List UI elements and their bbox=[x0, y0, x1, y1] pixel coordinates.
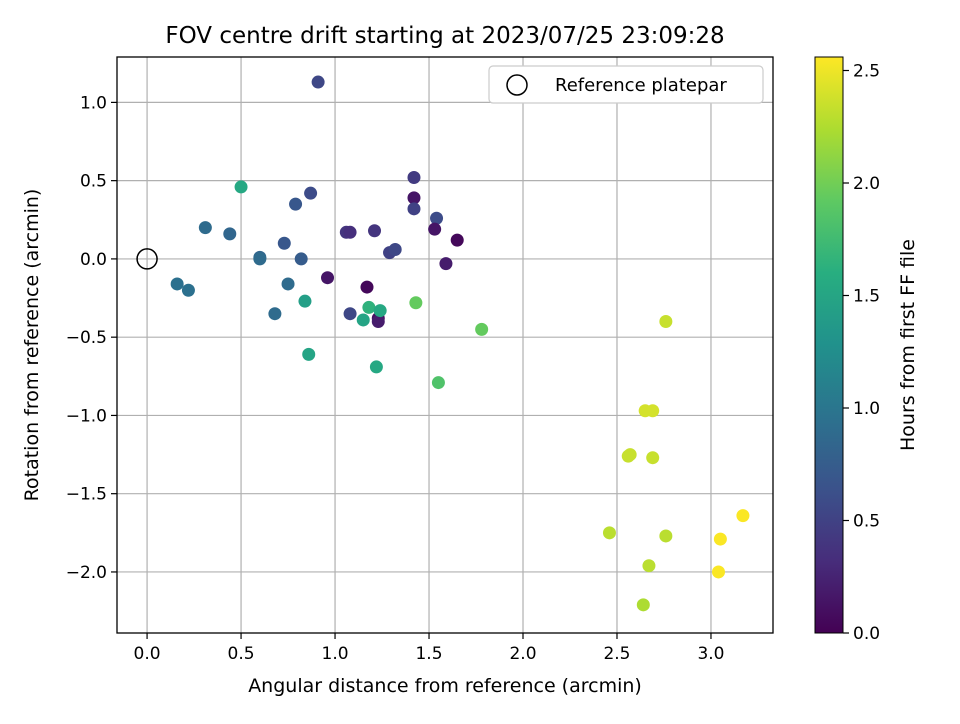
data-point bbox=[368, 224, 382, 238]
colorbar-tick-label: 1.5 bbox=[853, 287, 880, 307]
legend: Reference platepar bbox=[488, 65, 764, 104]
data-point bbox=[407, 191, 421, 205]
data-point bbox=[268, 307, 282, 321]
data-point bbox=[388, 243, 402, 257]
x-tick-label: 0.0 bbox=[134, 644, 161, 664]
data-point bbox=[659, 315, 673, 329]
data-point bbox=[475, 322, 489, 336]
data-point bbox=[294, 252, 308, 266]
legend-box bbox=[488, 65, 764, 104]
data-point bbox=[369, 360, 383, 374]
data-point bbox=[253, 252, 267, 266]
y-tick-label: 1.0 bbox=[80, 93, 107, 113]
colorbar-tick-label: 2.5 bbox=[853, 62, 880, 82]
data-point bbox=[431, 376, 445, 390]
x-axis-label: Angular distance from reference (arcmin) bbox=[248, 675, 642, 697]
x-tick-label: 2.5 bbox=[603, 644, 630, 664]
data-point bbox=[409, 296, 423, 310]
data-point bbox=[170, 277, 184, 291]
y-tick-label: −0.5 bbox=[66, 328, 107, 348]
data-point bbox=[311, 75, 325, 89]
data-points bbox=[170, 75, 750, 612]
y-tick-label: 0.0 bbox=[80, 250, 107, 270]
data-point bbox=[407, 171, 421, 185]
colorbar: 0.0 0.5 1.0 1.5 2.0 2.5 Hours from first FF f… bbox=[814, 56, 919, 644]
data-point bbox=[439, 257, 453, 271]
reference-layer bbox=[136, 248, 158, 270]
data-point bbox=[646, 404, 660, 418]
data-point bbox=[321, 271, 335, 285]
data-point bbox=[360, 280, 374, 294]
data-point bbox=[198, 221, 212, 235]
data-point bbox=[430, 211, 444, 225]
grid bbox=[117, 57, 773, 633]
y-axis-ticks: 1.0 0.5 0.0 −0.5 −1.0 −1.5 −2.0 bbox=[66, 93, 117, 583]
colorbar-tick-label: 2.0 bbox=[853, 174, 880, 194]
y-tick-label: −2.0 bbox=[66, 563, 107, 583]
x-tick-label: 0.5 bbox=[228, 644, 255, 664]
data-point bbox=[373, 304, 387, 318]
data-point bbox=[277, 236, 291, 250]
data-point bbox=[281, 277, 295, 291]
reference-marker bbox=[136, 248, 158, 270]
data-point bbox=[642, 559, 656, 573]
x-tick-label: 1.5 bbox=[415, 644, 442, 664]
chart-title: FOV centre drift starting at 2023/07/25 … bbox=[165, 23, 724, 49]
x-tick-label: 2.0 bbox=[509, 644, 536, 664]
data-point bbox=[659, 529, 673, 543]
data-point bbox=[181, 283, 195, 297]
data-point bbox=[234, 180, 248, 194]
y-tick-label: 0.5 bbox=[80, 172, 107, 192]
data-point bbox=[623, 448, 637, 462]
data-point bbox=[343, 307, 357, 321]
data-point bbox=[371, 315, 385, 329]
colorbar-label: Hours from first FF file bbox=[897, 239, 919, 451]
colorbar-gradient bbox=[814, 56, 844, 634]
x-tick-label: 3.0 bbox=[697, 644, 724, 664]
colorbar-tick-label: 1.0 bbox=[853, 399, 880, 419]
y-tick-label: −1.0 bbox=[66, 406, 107, 426]
colorbar-tick-label: 0.5 bbox=[853, 512, 880, 532]
data-point bbox=[646, 451, 660, 465]
data-point bbox=[450, 233, 464, 247]
x-tick-label: 1.0 bbox=[322, 644, 349, 664]
data-point bbox=[343, 225, 357, 239]
data-point bbox=[736, 509, 750, 523]
data-point bbox=[362, 300, 376, 314]
plot-frame bbox=[116, 56, 774, 634]
data-point bbox=[636, 598, 650, 612]
data-point bbox=[711, 565, 725, 579]
legend-marker-reference bbox=[506, 74, 528, 96]
data-point bbox=[223, 227, 237, 241]
data-point bbox=[289, 197, 303, 211]
data-point bbox=[356, 313, 370, 327]
x-axis-ticks: 0.0 0.5 1.0 1.5 2.0 2.5 3.0 bbox=[134, 633, 724, 664]
colorbar-ticks: 0.0 0.5 1.0 1.5 2.0 2.5 bbox=[843, 62, 880, 644]
data-point bbox=[298, 294, 312, 308]
data-point bbox=[407, 202, 421, 216]
legend-label-reference: Reference platepar bbox=[555, 75, 727, 96]
data-point bbox=[428, 222, 442, 236]
colorbar-tick-label: 0.0 bbox=[853, 624, 880, 644]
y-tick-label: −1.5 bbox=[66, 485, 107, 505]
y-axis-label: Rotation from reference (arcmin) bbox=[21, 189, 43, 502]
data-point bbox=[713, 532, 727, 546]
data-point bbox=[302, 347, 316, 361]
data-point bbox=[304, 186, 318, 200]
data-point bbox=[602, 526, 616, 540]
